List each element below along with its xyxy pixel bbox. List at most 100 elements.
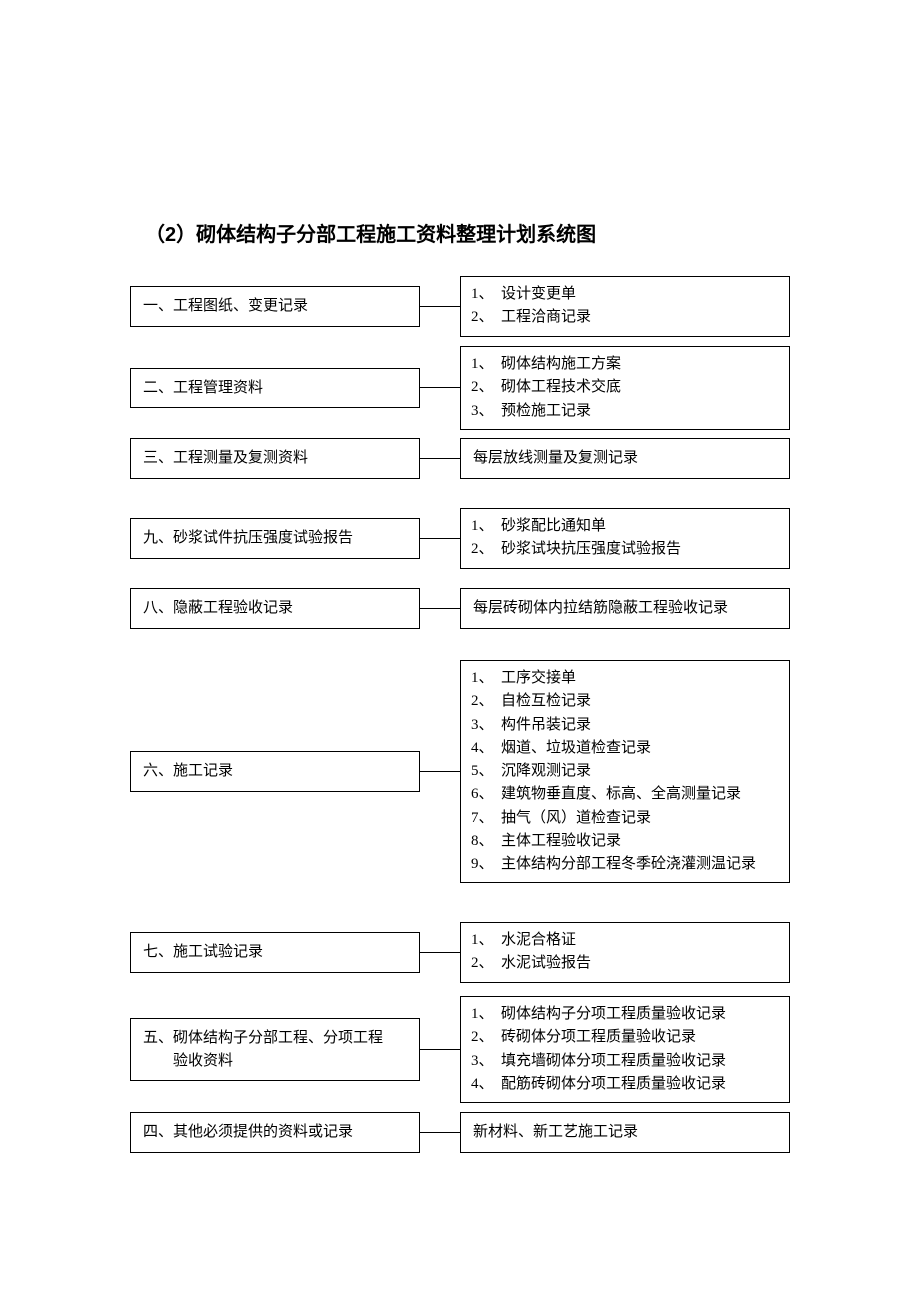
list-item: 9、主体结构分部工程冬季砼浇灌测温记录 [471,853,779,876]
list-item: 2、自检互检记录 [471,690,779,713]
connector-line [420,1049,460,1050]
item-text: 填充墙砌体分项工程质量验收记录 [501,1050,779,1073]
item-number: 7、 [471,807,501,830]
item-number: 2、 [471,1026,501,1049]
item-number: 1、 [471,353,501,376]
list-item: 2、砖砌体分项工程质量验收记录 [471,1026,779,1049]
item-text: 沉降观测记录 [501,760,779,783]
item-number: 3、 [471,714,501,737]
list-item: 6、建筑物垂直度、标高、全高测量记录 [471,783,779,806]
list-item: 8、主体工程验收记录 [471,830,779,853]
diagram-row: 三、工程测量及复测资料每层放线测量及复测记录 [130,438,790,479]
item-number: 4、 [471,737,501,760]
right-detail-box: 1、砌体结构施工方案2、砌体工程技术交底3、预检施工记录 [460,346,790,430]
diagram-row: 四、其他必须提供的资料或记录新材料、新工艺施工记录 [130,1112,790,1153]
item-number: 1、 [471,1003,501,1026]
item-text: 工序交接单 [501,667,779,690]
connector-line [420,1132,460,1133]
connector-line [420,952,460,953]
right-detail-box: 每层放线测量及复测记录 [460,438,790,479]
connector-line [420,771,460,772]
item-number: 1、 [471,283,501,306]
item-number: 3、 [471,400,501,423]
left-category-box: 七、施工试验记录 [130,932,420,973]
diagram-row: 五、砌体结构子分部工程、分项工程验收资料 1、砌体结构子分项工程质量验收记录2、砖… [130,996,790,1103]
item-text: 自检互检记录 [501,690,779,713]
item-text: 构件吊装记录 [501,714,779,737]
item-number: 2、 [471,376,501,399]
connector-line [420,306,460,307]
item-number: 1、 [471,515,501,538]
diagram-row: 六、施工记录 1、工序交接单2、自检互检记录3、构件吊装记录4、烟道、垃圾道检查记… [130,660,790,883]
item-text: 工程洽商记录 [501,306,779,329]
connector-line [420,458,460,459]
left-category-box: 八、隐蔽工程验收记录 [130,588,420,629]
right-detail-box: 每层砖砌体内拉结筋隐蔽工程验收记录 [460,588,790,629]
item-text: 水泥合格证 [501,929,779,952]
right-detail-box: 新材料、新工艺施工记录 [460,1112,790,1153]
item-number: 6、 [471,783,501,806]
list-item: 2、砌体工程技术交底 [471,376,779,399]
item-number: 8、 [471,830,501,853]
right-detail-box: 1、砌体结构子分项工程质量验收记录2、砖砌体分项工程质量验收记录3、填充墙砌体分… [460,996,790,1103]
diagram-row: 九、砂浆试件抗压强度试验报告 1、砂浆配比通知单2、砂浆试块抗压强度试验报告 [130,508,790,569]
item-number: 2、 [471,952,501,975]
list-item: 3、构件吊装记录 [471,714,779,737]
diagram-row: 八、隐蔽工程验收记录每层砖砌体内拉结筋隐蔽工程验收记录 [130,588,790,629]
item-text: 砂浆配比通知单 [501,515,779,538]
item-text: 烟道、垃圾道检查记录 [501,737,779,760]
list-item: 7、抽气（风）道检查记录 [471,807,779,830]
list-item: 1、砌体结构子分项工程质量验收记录 [471,1003,779,1026]
item-text: 砌体结构施工方案 [501,353,779,376]
list-item: 4、配筋砖砌体分项工程质量验收记录 [471,1073,779,1096]
item-text: 预检施工记录 [501,400,779,423]
left-category-box: 六、施工记录 [130,751,420,792]
item-number: 2、 [471,306,501,329]
item-text: 建筑物垂直度、标高、全高测量记录 [501,783,779,806]
item-number: 9、 [471,853,501,876]
item-number: 4、 [471,1073,501,1096]
list-item: 5、沉降观测记录 [471,760,779,783]
item-text: 砌体结构子分项工程质量验收记录 [501,1003,779,1026]
list-item: 2、工程洽商记录 [471,306,779,329]
right-detail-box: 1、砂浆配比通知单2、砂浆试块抗压强度试验报告 [460,508,790,569]
item-number: 1、 [471,929,501,952]
left-category-box: 四、其他必须提供的资料或记录 [130,1112,420,1153]
left-label-line: 五、砌体结构子分部工程、分项工程 [143,1027,383,1050]
list-item: 3、填充墙砌体分项工程质量验收记录 [471,1050,779,1073]
list-item: 1、砌体结构施工方案 [471,353,779,376]
list-item: 1、砂浆配比通知单 [471,515,779,538]
item-text: 主体结构分部工程冬季砼浇灌测温记录 [501,853,779,876]
diagram-title: （2）砌体结构子分部工程施工资料整理计划系统图 [145,218,596,247]
item-text: 主体工程验收记录 [501,830,779,853]
item-text: 砂浆试块抗压强度试验报告 [501,538,779,561]
item-number: 5、 [471,760,501,783]
item-number: 2、 [471,690,501,713]
item-text: 砖砌体分项工程质量验收记录 [501,1026,779,1049]
left-label-line: 验收资料 [143,1050,383,1073]
item-text: 砌体工程技术交底 [501,376,779,399]
list-item: 4、烟道、垃圾道检查记录 [471,737,779,760]
list-item: 1、水泥合格证 [471,929,779,952]
left-category-box: 二、工程管理资料 [130,368,420,409]
item-text: 设计变更单 [501,283,779,306]
item-number: 2、 [471,538,501,561]
connector-line [420,387,460,388]
left-category-box: 九、砂浆试件抗压强度试验报告 [130,518,420,559]
connector-line [420,608,460,609]
right-detail-box: 1、设计变更单2、工程洽商记录 [460,276,790,337]
list-item: 3、预检施工记录 [471,400,779,423]
connector-line [420,538,460,539]
right-detail-box: 1、水泥合格证2、水泥试验报告 [460,922,790,983]
item-number: 3、 [471,1050,501,1073]
list-item: 1、工序交接单 [471,667,779,690]
list-item: 2、水泥试验报告 [471,952,779,975]
list-item: 2、砂浆试块抗压强度试验报告 [471,538,779,561]
item-text: 水泥试验报告 [501,952,779,975]
item-number: 1、 [471,667,501,690]
left-category-box: 三、工程测量及复测资料 [130,438,420,479]
list-item: 1、设计变更单 [471,283,779,306]
diagram-row: 二、工程管理资料 1、砌体结构施工方案2、砌体工程技术交底3、预检施工记录 [130,346,790,430]
diagram-row: 一、工程图纸、变更记录 1、设计变更单2、工程洽商记录 [130,276,790,337]
left-category-box: 一、工程图纸、变更记录 [130,286,420,327]
